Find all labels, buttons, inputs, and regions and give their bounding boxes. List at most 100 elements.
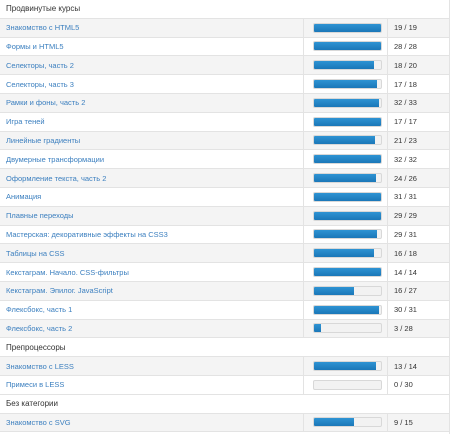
progress-bar-fill: [314, 230, 377, 239]
progress-cell: [304, 169, 388, 187]
progress-count: 17 / 17: [394, 117, 417, 127]
progress-cell: [304, 93, 388, 112]
progress-count: 17 / 18: [394, 79, 417, 89]
section-title: Препроцессоры: [6, 342, 66, 352]
course-link[interactable]: Знакомство с HTML5: [0, 18, 304, 37]
course-row: Знакомство с LESS 13 / 14: [0, 357, 450, 376]
progress-bar: [313, 22, 382, 33]
progress-bar: [313, 97, 382, 108]
progress-bar-fill: [314, 80, 378, 89]
progress-bar-fill: [314, 155, 381, 164]
course-link[interactable]: Плавные переходы: [0, 206, 304, 225]
course-link[interactable]: Кекстаграм. Эпилог. JavaScript: [0, 281, 304, 300]
progress-bar: [313, 210, 382, 221]
course-link[interactable]: Оформление текста, часть 2: [0, 169, 304, 187]
course-link[interactable]: Селекторы, часть 2: [0, 56, 304, 75]
course-row: Селекторы, часть 2 18 / 20: [0, 56, 450, 76]
progress-count: 16 / 27: [394, 286, 417, 296]
course-row: Знакомство с SVG 9 / 15: [0, 413, 450, 433]
progress-count: 32 / 32: [394, 154, 417, 164]
progress-count: 29 / 29: [394, 211, 417, 221]
progress-bar-fill: [314, 211, 381, 220]
progress-bar: [313, 173, 382, 184]
progress-count: 9 / 15: [394, 417, 413, 427]
progress-cell: [304, 413, 388, 432]
progress-count: 32 / 33: [394, 98, 417, 108]
progress-bar: [313, 135, 382, 146]
course-link[interactable]: Кекстаграм. Начало. CSS-фильтры: [0, 263, 304, 281]
course-link[interactable]: Знакомство с LESS: [0, 357, 304, 375]
section-title: Без категории: [6, 399, 58, 409]
course-link[interactable]: Примеси в LESS: [0, 375, 304, 394]
progress-cell: [304, 131, 388, 150]
course-link[interactable]: Селекторы, часть 3: [0, 75, 304, 93]
course-row: Мастерская: декоративные эффекты на CSS3…: [0, 225, 450, 245]
course-link[interactable]: Флексбокс, часть 2: [0, 319, 304, 338]
progress-cell: [304, 263, 388, 281]
progress-bar-fill: [314, 136, 376, 145]
course-link[interactable]: Знакомство с SVG: [0, 413, 304, 432]
progress-bar-fill: [314, 305, 379, 314]
progress-count: 21 / 23: [394, 135, 417, 145]
progress-bar: [313, 154, 382, 165]
course-link[interactable]: Рамки и фоны, часть 2: [0, 93, 304, 112]
progress-cell: [304, 75, 388, 93]
course-row: Формы и HTML5 28 / 28: [0, 37, 450, 57]
progress-bar-fill: [314, 362, 377, 371]
progress-bar: [313, 323, 382, 334]
course-link[interactable]: Линейные градиенты: [0, 131, 304, 150]
course-row: Двумерные трансформации 32 / 32: [0, 150, 450, 170]
progress-cell: [304, 37, 388, 56]
course-row: Игра теней 17 / 17: [0, 112, 450, 132]
progress-cell: [304, 18, 388, 37]
progress-bar: [313, 379, 382, 390]
progress-bar: [313, 361, 382, 372]
course-link[interactable]: Игра теней: [0, 112, 304, 131]
progress-count: 3 / 28: [394, 323, 413, 333]
progress-cell: [304, 150, 388, 169]
progress-count: 30 / 31: [394, 305, 417, 315]
progress-bar-fill: [314, 418, 355, 427]
course-link[interactable]: Двумерные трансформации: [0, 150, 304, 169]
course-row: Кекстаграм. Эпилог. JavaScript 16 / 27: [0, 281, 450, 301]
section-header: Продвинутые курсы: [0, 0, 450, 19]
progress-bar-fill: [314, 249, 374, 258]
progress-bar-fill: [314, 192, 381, 201]
progress-bar: [313, 417, 382, 428]
progress-bar-fill: [314, 117, 381, 126]
course-link[interactable]: Анимация: [0, 187, 304, 206]
course-row: Плавные переходы 29 / 29: [0, 206, 450, 226]
progress-bar-fill: [314, 23, 381, 32]
progress-bar: [313, 229, 382, 240]
course-link[interactable]: Формы и HTML5: [0, 37, 304, 56]
course-row: Оформление текста, часть 2 24 / 26: [0, 169, 450, 188]
progress-bar: [313, 116, 382, 127]
section-header: Без категории: [0, 394, 450, 414]
progress-count: 13 / 14: [394, 361, 417, 371]
course-link[interactable]: Мастерская: декоративные эффекты на CSS3: [0, 225, 304, 244]
progress-cell: [304, 225, 388, 244]
progress-bar-fill: [314, 61, 375, 70]
course-row: Линейные градиенты 21 / 23: [0, 131, 450, 151]
course-link[interactable]: Флексбокс, часть 1: [0, 300, 304, 319]
progress-bar: [313, 248, 382, 259]
progress-bar-fill: [314, 268, 381, 277]
progress-bar-fill: [314, 42, 381, 51]
progress-cell: [304, 319, 388, 338]
progress-bar-fill: [314, 174, 376, 183]
progress-cell: [304, 112, 388, 131]
progress-bar-fill: [314, 286, 354, 295]
course-row: Рамки и фоны, часть 2 32 / 33: [0, 93, 450, 113]
progress-count: 28 / 28: [394, 41, 417, 51]
progress-cell: [304, 187, 388, 206]
progress-cell: [304, 300, 388, 319]
course-link[interactable]: Таблицы на CSS: [0, 244, 304, 263]
progress-count: 14 / 14: [394, 267, 417, 277]
section-header: Препроцессоры: [0, 338, 450, 358]
course-row: Флексбокс, часть 1 30 / 31: [0, 300, 450, 320]
course-row: Селекторы, часть 3 17 / 18: [0, 75, 450, 94]
course-row: Кекстаграм. Начало. CSS-фильтры 14 / 14: [0, 263, 450, 282]
progress-count: 31 / 31: [394, 192, 417, 202]
progress-bar: [313, 60, 382, 71]
